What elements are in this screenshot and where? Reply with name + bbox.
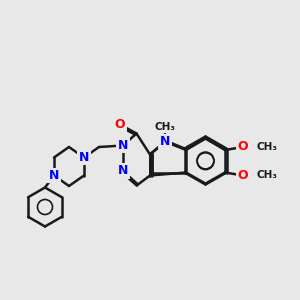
Text: N: N [49,169,59,182]
Text: O: O [238,169,248,182]
Text: CH₃: CH₃ [256,142,278,152]
Text: N: N [79,151,89,164]
Text: N: N [160,135,170,148]
Text: CH₃: CH₃ [154,122,176,133]
Text: O: O [115,118,125,131]
Text: O: O [238,140,248,154]
Text: N: N [118,164,128,178]
Text: N: N [118,139,128,152]
Text: CH₃: CH₃ [256,170,278,181]
